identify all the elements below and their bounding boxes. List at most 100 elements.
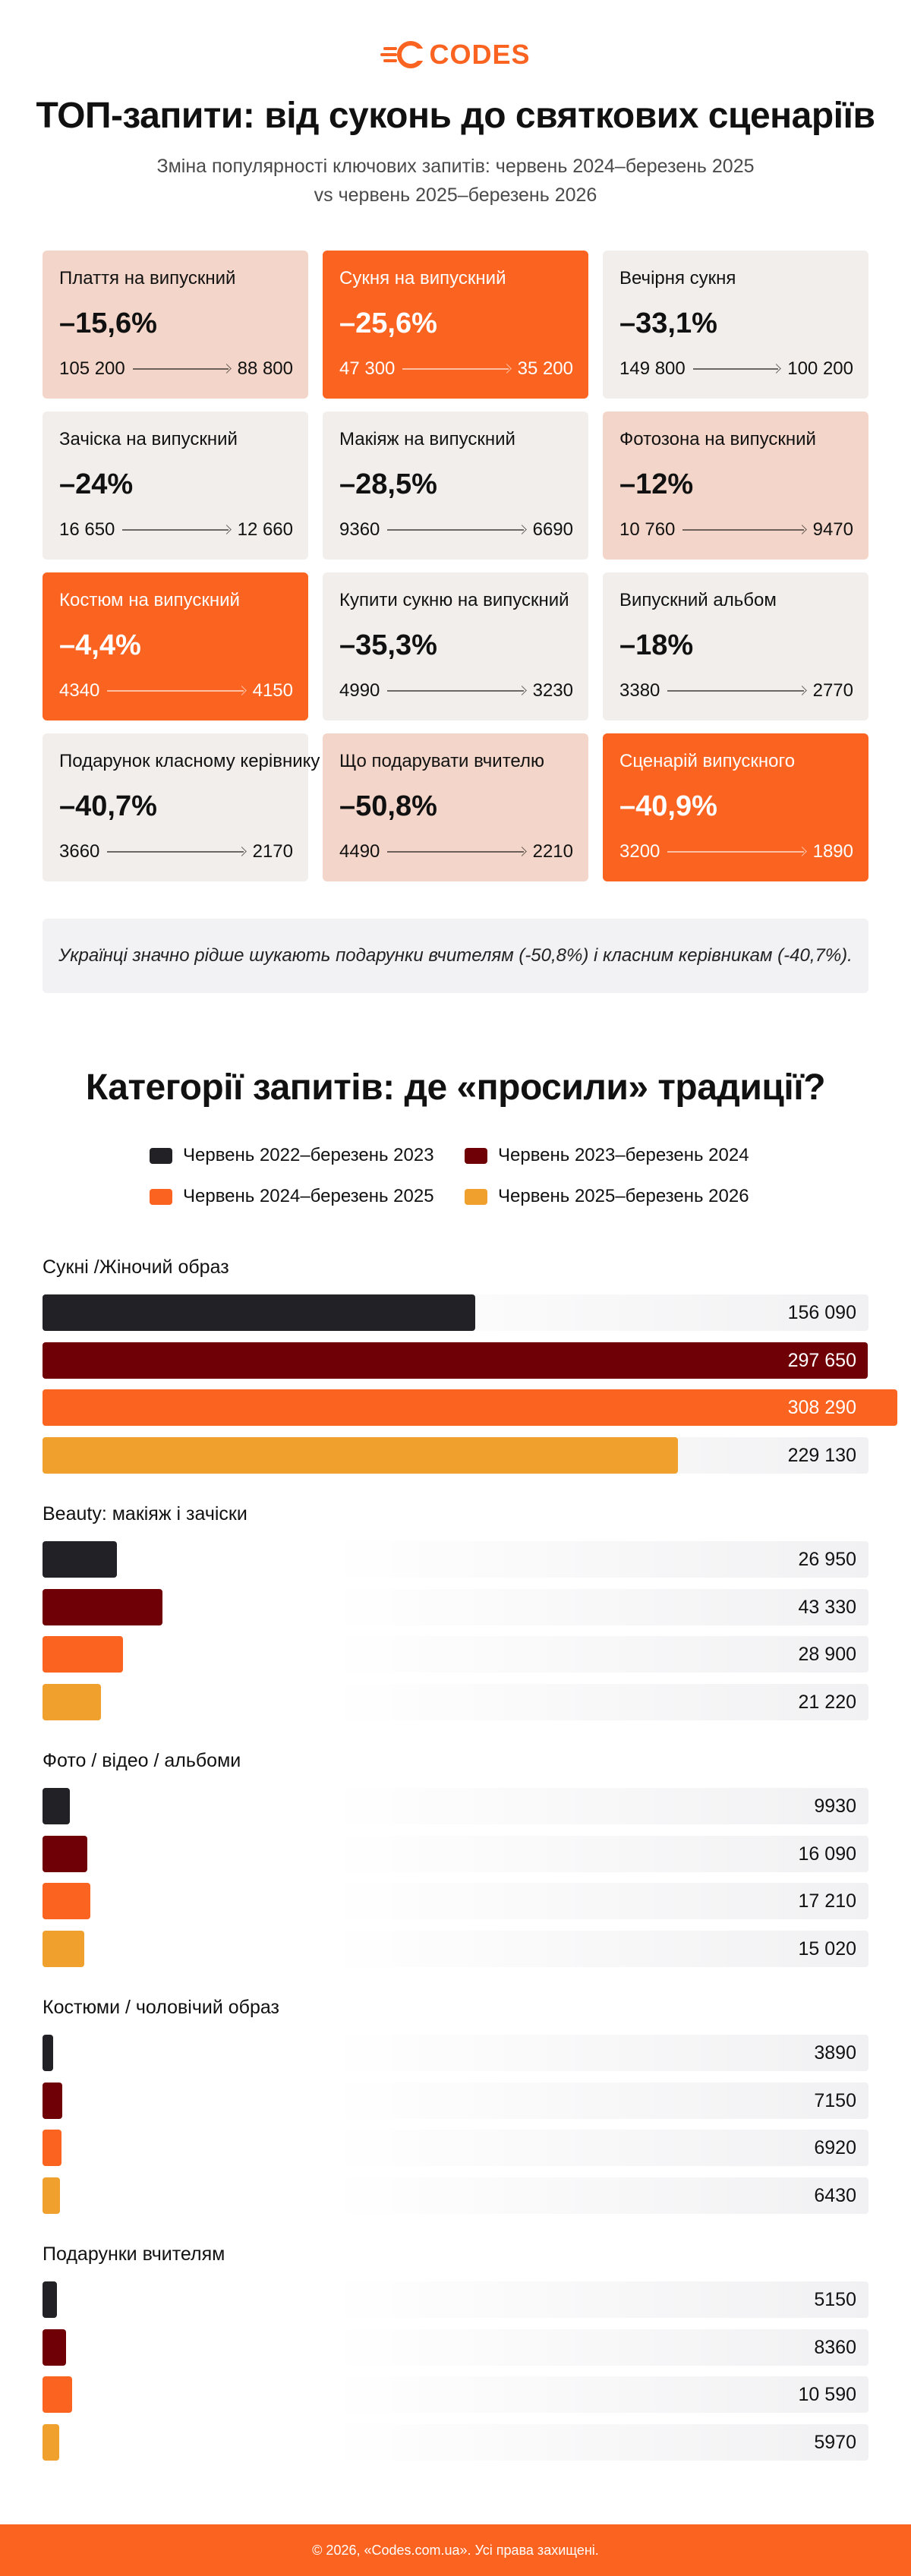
bar-value-label: 156 090 bbox=[787, 1302, 856, 1323]
legend-entry: Червень 2024–березень 2025 bbox=[150, 1186, 465, 1207]
query-value-before: 105 200 bbox=[59, 358, 125, 379]
query-value-after: 9470 bbox=[812, 519, 853, 540]
query-name: Костюм на випускний bbox=[59, 590, 240, 610]
bar bbox=[43, 1836, 87, 1872]
query-value-after: 1890 bbox=[812, 841, 853, 862]
bar-value-label: 6430 bbox=[814, 2185, 856, 2206]
bar-track: 26 950 bbox=[43, 1541, 868, 1578]
legend-label: Червень 2022–березень 2023 bbox=[183, 1145, 434, 1165]
legend-entry: Червень 2022–березень 2023 bbox=[150, 1145, 465, 1166]
query-name: Зачіска на випускний bbox=[59, 429, 238, 449]
bar bbox=[43, 1342, 868, 1379]
logo: CODES bbox=[0, 38, 911, 71]
arrow-right-icon bbox=[132, 364, 230, 374]
query-values: 3200 1890 bbox=[619, 841, 853, 862]
bar-track: 10 590 bbox=[43, 2376, 868, 2413]
bar-value-label: 21 220 bbox=[798, 1692, 856, 1713]
page-subtitle: Зміна популярності ключових запитів: чер… bbox=[0, 152, 911, 210]
query-value-before: 9360 bbox=[339, 519, 380, 540]
bar-track: 6430 bbox=[43, 2177, 868, 2214]
bar-track: 3890 bbox=[43, 2035, 868, 2071]
query-change-percent: –50,8% bbox=[339, 790, 437, 822]
query-name: Що подарувати вчителю bbox=[339, 751, 544, 771]
bar-track: 308 290 bbox=[43, 1389, 897, 1426]
query-values: 4490 2210 bbox=[339, 841, 573, 862]
bar bbox=[43, 1931, 84, 1967]
query-values: 9360 6690 bbox=[339, 519, 573, 541]
query-value-before: 4990 bbox=[339, 680, 380, 701]
bar-value-label: 28 900 bbox=[798, 1644, 856, 1665]
bar-value-label: 16 090 bbox=[798, 1843, 856, 1865]
legend-swatch bbox=[465, 1147, 487, 1164]
bar-track: 15 020 bbox=[43, 1931, 868, 1967]
query-value-before: 3380 bbox=[619, 680, 660, 701]
query-value-after: 3230 bbox=[532, 680, 573, 701]
query-change-percent: –12% bbox=[619, 468, 694, 500]
query-card: Випускний альбом –18% 3380 2770 bbox=[603, 572, 868, 720]
bar bbox=[43, 2424, 59, 2461]
bar-track: 5150 bbox=[43, 2281, 868, 2318]
bar-track: 21 220 bbox=[43, 1684, 868, 1720]
arrow-right-icon bbox=[682, 525, 805, 534]
chart-legend: Червень 2022–березень 2023 Червень 2023–б… bbox=[150, 1145, 802, 1207]
query-value-after: 35 200 bbox=[517, 358, 573, 379]
query-name: Сукня на випускний bbox=[339, 268, 506, 288]
category-label: Фото / відео / альбоми bbox=[43, 1750, 241, 1771]
query-value-after: 2770 bbox=[812, 680, 853, 701]
bar-track: 8360 bbox=[43, 2329, 868, 2366]
bar-value-label: 3890 bbox=[814, 2042, 856, 2064]
query-value-after: 2170 bbox=[252, 841, 293, 862]
bar bbox=[43, 2035, 53, 2071]
category-label: Сукні /Жіночий образ bbox=[43, 1256, 229, 1278]
query-name: Подарунок класному керівнику bbox=[59, 751, 320, 771]
bar-value-label: 15 020 bbox=[798, 1938, 856, 1960]
bar bbox=[43, 2083, 62, 2119]
query-name: Плаття на випускний bbox=[59, 268, 236, 288]
query-value-before: 3660 bbox=[59, 841, 100, 862]
query-change-percent: –35,3% bbox=[339, 629, 437, 661]
bar-track: 229 130 bbox=[43, 1437, 868, 1474]
bar bbox=[43, 1389, 897, 1426]
query-card: Сукня на випускний –25,6% 47 300 35 200 bbox=[323, 251, 588, 399]
query-value-after: 4150 bbox=[252, 680, 293, 701]
logo-text: CODES bbox=[429, 39, 531, 70]
legend-label: Червень 2024–березень 2025 bbox=[183, 1186, 434, 1206]
query-cards-grid: Плаття на випускний –15,6% 105 200 88 800 Су… bbox=[43, 251, 868, 881]
query-change-percent: –33,1% bbox=[619, 307, 717, 339]
query-value-before: 10 760 bbox=[619, 519, 676, 540]
query-values: 47 300 35 200 bbox=[339, 358, 573, 380]
bar-track: 43 330 bbox=[43, 1589, 868, 1625]
query-change-percent: –40,7% bbox=[59, 790, 157, 822]
legend-label: Червень 2025–березень 2026 bbox=[498, 1186, 749, 1206]
query-change-percent: –40,9% bbox=[619, 790, 717, 822]
subtitle-line-1: Зміна популярності ключових запитів: чер… bbox=[156, 156, 755, 177]
bar-value-label: 8360 bbox=[814, 2337, 856, 2358]
query-name: Випускний альбом bbox=[619, 590, 777, 610]
query-value-after: 12 660 bbox=[237, 519, 293, 540]
legend-entry: Червень 2023–березень 2024 bbox=[465, 1145, 783, 1166]
arrow-right-icon bbox=[387, 847, 525, 856]
query-card: Вечірня сукня –33,1% 149 800 100 200 bbox=[603, 251, 868, 399]
arrow-right-icon bbox=[387, 525, 525, 534]
bar bbox=[43, 2329, 66, 2366]
bar bbox=[43, 2177, 60, 2214]
query-value-before: 16 650 bbox=[59, 519, 115, 540]
arrow-right-icon bbox=[667, 847, 805, 856]
query-values: 16 650 12 660 bbox=[59, 519, 293, 541]
query-value-before: 149 800 bbox=[619, 358, 686, 379]
query-values: 3380 2770 bbox=[619, 680, 853, 702]
arrow-right-icon bbox=[122, 525, 229, 534]
category-label: Beauty: макіяж і зачіски bbox=[43, 1503, 247, 1524]
query-values: 4340 4150 bbox=[59, 680, 293, 702]
bar-value-label: 17 210 bbox=[798, 1890, 856, 1912]
bar-track: 297 650 bbox=[43, 1342, 868, 1379]
query-change-percent: –15,6% bbox=[59, 307, 157, 339]
bar-track: 5970 bbox=[43, 2424, 868, 2461]
query-change-percent: –18% bbox=[619, 629, 694, 661]
footer: © 2026, «Codes.com.ua». Усі права захище… bbox=[0, 2524, 911, 2576]
query-value-before: 4490 bbox=[339, 841, 380, 862]
arrow-right-icon bbox=[692, 364, 780, 374]
query-value-before: 3200 bbox=[619, 841, 660, 862]
query-values: 10 760 9470 bbox=[619, 519, 853, 541]
bar-track: 28 900 bbox=[43, 1636, 868, 1673]
